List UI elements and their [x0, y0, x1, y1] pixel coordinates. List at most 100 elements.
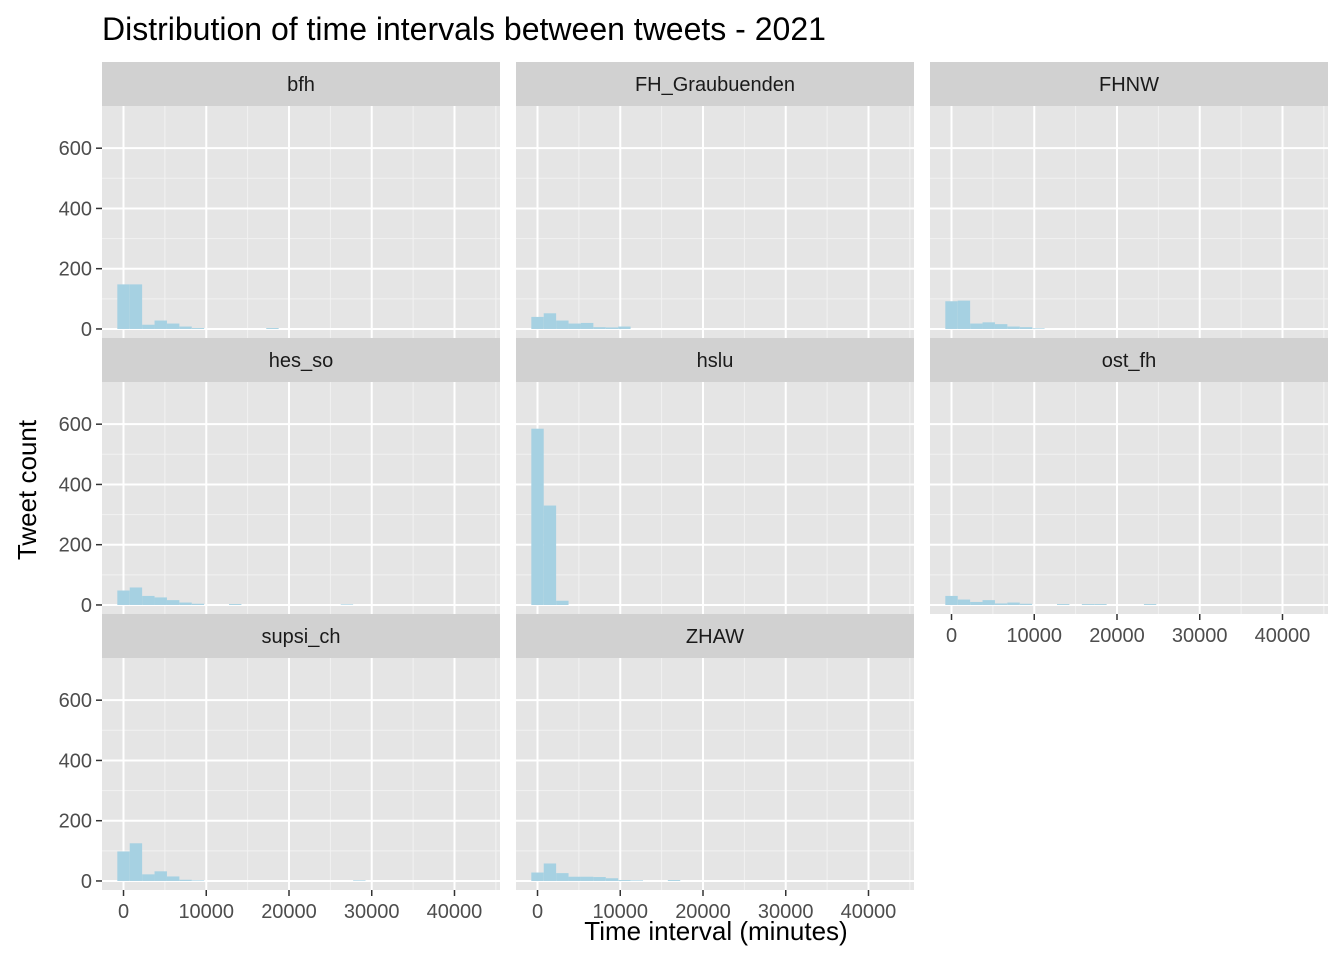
- histogram-bar: [129, 843, 143, 881]
- histogram-bar: [1019, 327, 1033, 329]
- histogram-bar: [605, 878, 619, 881]
- histogram-bar: [154, 597, 167, 605]
- histogram-bar: [191, 328, 205, 329]
- panel-background: [516, 658, 914, 890]
- y-tick-label: 200: [59, 535, 92, 557]
- panel-background: [930, 382, 1328, 614]
- histogram-bar: [531, 872, 544, 881]
- chart-title: Distribution of time intervals between t…: [102, 11, 826, 47]
- facet-strip-label: supsi_ch: [262, 626, 341, 648]
- histogram-bar: [1007, 602, 1020, 605]
- histogram-bar: [229, 604, 242, 605]
- x-tick-label: 0: [118, 901, 129, 923]
- x-tick-label: 30000: [1172, 625, 1228, 647]
- facet-ZHAW: ZHAW 0 10000 20000 30000 40000: [516, 614, 914, 923]
- histogram-bar: [353, 880, 366, 881]
- x-tick-label: 0: [946, 625, 957, 647]
- histogram-bar: [117, 284, 130, 329]
- facet-strip: [930, 62, 1328, 106]
- facet-bfh: bfh 0 200 400 600: [59, 62, 500, 341]
- facet-strip: [516, 614, 914, 658]
- histogram-bar: [994, 603, 1008, 605]
- facet-hes_so: hes_so 0 200 400 600: [59, 338, 500, 617]
- histogram-bar: [556, 600, 569, 605]
- histogram-bar: [994, 324, 1008, 329]
- facet-strip-label: FHNW: [1099, 74, 1159, 96]
- histogram-bar: [543, 505, 557, 605]
- histogram-bar: [982, 600, 995, 605]
- histogram-bar: [568, 876, 581, 881]
- histogram-bar: [970, 323, 983, 329]
- panel-background: [102, 658, 500, 890]
- histogram-bar: [1143, 604, 1157, 605]
- y-tick-label: 0: [81, 871, 92, 893]
- x-tick-label: 40000: [427, 901, 483, 923]
- facet-strip-label: ost_fh: [1102, 350, 1156, 372]
- y-tick-label: 400: [59, 474, 92, 496]
- facet-FH_Graubuenden: FH_Graubuenden: [516, 62, 914, 338]
- histogram-bar: [531, 316, 544, 329]
- facet-strip: [102, 62, 500, 106]
- y-tick-label: 0: [81, 319, 92, 341]
- histogram-bar: [142, 324, 155, 329]
- histogram-bar: [618, 326, 631, 329]
- facet-panels: bfh 0 200 400 600 FH_Graubuenden FHNW hes_so 0 20…: [59, 62, 1328, 923]
- x-tick-label: 30000: [758, 901, 814, 923]
- histogram-bar: [605, 327, 619, 329]
- y-tick-label: 600: [59, 138, 92, 160]
- y-tick-label: 400: [59, 750, 92, 772]
- histogram-bar: [568, 323, 581, 329]
- histogram-bar: [1057, 604, 1070, 605]
- facet-strip: [516, 62, 914, 106]
- histogram-bar: [1032, 328, 1045, 329]
- histogram-bar: [1007, 326, 1020, 329]
- panel-background: [516, 382, 914, 614]
- histogram-bar: [129, 587, 143, 605]
- histogram-bar: [166, 600, 180, 605]
- histogram-bar: [957, 300, 971, 329]
- histogram-bar: [1081, 604, 1095, 605]
- y-tick-label: 600: [59, 690, 92, 712]
- y-tick-label: 200: [59, 259, 92, 281]
- x-tick-label: 40000: [841, 901, 897, 923]
- facet-hslu: hslu: [516, 338, 914, 614]
- panel-background: [102, 382, 500, 614]
- facet-strip: [930, 338, 1328, 382]
- x-tick-label: 10000: [1006, 625, 1062, 647]
- histogram-bar: [580, 876, 594, 881]
- x-tick-label: 30000: [344, 901, 400, 923]
- facet-strip-label: hslu: [697, 350, 734, 372]
- facet-strip-label: ZHAW: [686, 626, 744, 648]
- histogram-bar: [340, 604, 354, 605]
- x-tick-label: 20000: [1089, 625, 1145, 647]
- histogram-bar: [543, 863, 557, 881]
- histogram-bar: [191, 603, 205, 605]
- facet-strip-label: FH_Graubuenden: [635, 74, 795, 96]
- facet-supsi_ch: supsi_ch 0 200 400 600 0 10000 20000 30000 40000: [59, 614, 500, 923]
- histogram-bar: [1019, 603, 1033, 605]
- histogram-bar: [154, 871, 167, 881]
- histogram-bar: [580, 322, 594, 329]
- facet-strip: [102, 614, 500, 658]
- x-tick-label: 40000: [1255, 625, 1311, 647]
- y-axis-title: Tweet count: [12, 419, 42, 560]
- histogram-bar: [543, 313, 557, 329]
- facet-strip: [516, 338, 914, 382]
- histogram-bar: [142, 595, 155, 605]
- y-tick-label: 400: [59, 198, 92, 220]
- histogram-bar: [957, 599, 971, 605]
- facet-strip-label: hes_so: [269, 350, 334, 372]
- histogram-bar: [945, 301, 958, 329]
- x-tick-label: 0: [532, 901, 543, 923]
- histogram-bar: [618, 880, 631, 881]
- y-tick-label: 600: [59, 414, 92, 436]
- histogram-bar: [154, 320, 167, 329]
- histogram-bar: [166, 876, 180, 881]
- panel-background: [102, 106, 500, 338]
- histogram-bar: [667, 880, 681, 881]
- histogram-bar: [1094, 604, 1107, 605]
- histogram-bar: [117, 590, 130, 605]
- x-tick-label: 20000: [675, 901, 731, 923]
- facet-FHNW: FHNW: [930, 62, 1328, 338]
- histogram-bar: [117, 851, 130, 881]
